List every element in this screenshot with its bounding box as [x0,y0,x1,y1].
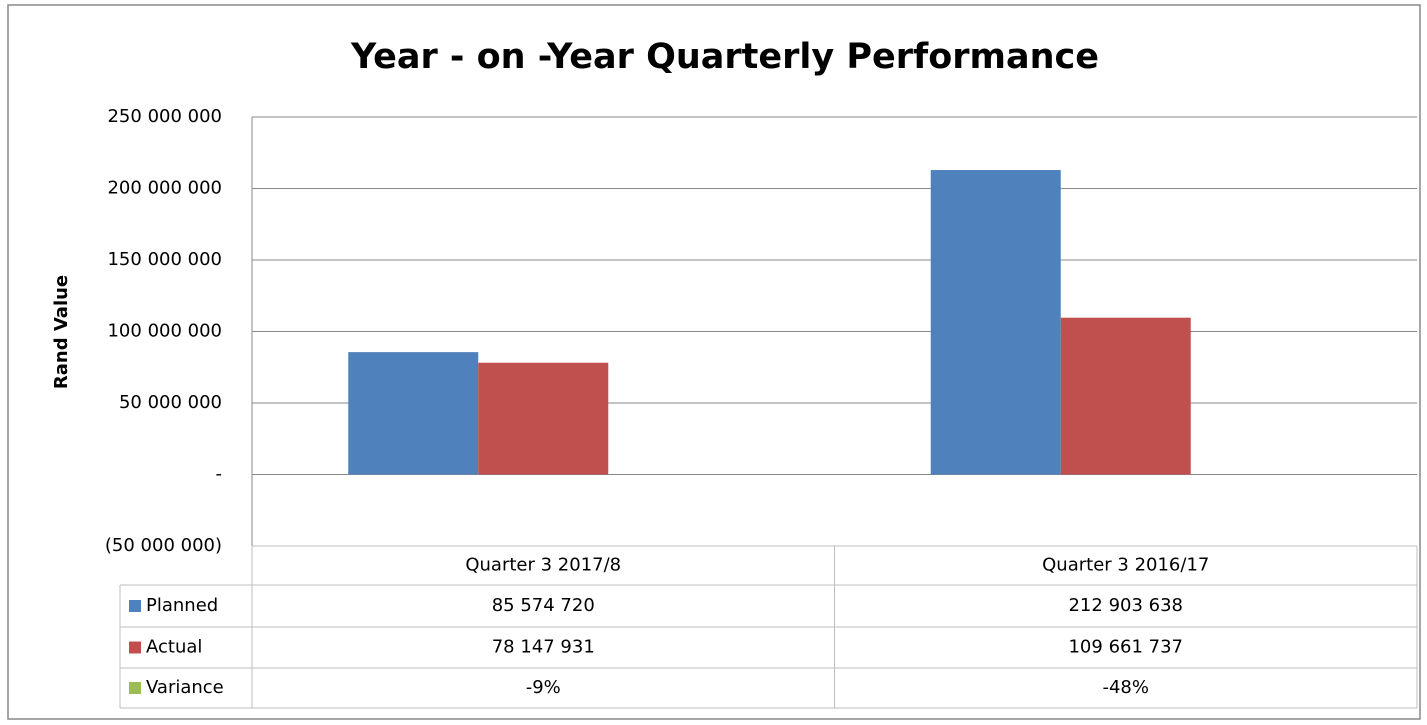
bar [478,362,609,475]
table-value: 85 574 720 [492,595,595,616]
table-value: 78 147 931 [492,637,595,658]
table-value: 109 661 737 [1068,637,1183,658]
bar [1060,317,1191,475]
legend-label: Variance [146,677,224,698]
chart-title: Year - on -Year Quarterly Performance [350,37,1099,77]
y-tick-label: (50 000 000) [105,535,222,556]
legend-swatch [129,641,141,654]
bar [348,352,479,475]
legend-label: Planned [146,595,218,616]
table-value: 212 903 638 [1068,595,1183,616]
y-tick-label: - [216,464,223,485]
y-tick-label: 200 000 000 [107,178,222,199]
y-axis-label: Rand Value [51,275,72,389]
legend-swatch [129,682,141,694]
legend-swatch [129,600,141,612]
y-tick-label: 250 000 000 [107,106,222,127]
bar [930,170,1061,475]
category-label: Quarter 3 2017/8 [465,555,621,576]
y-tick-label: 100 000 000 [107,321,222,342]
category-label: Quarter 3 2016/17 [1042,555,1209,576]
y-tick-label: 50 000 000 [119,392,222,413]
table-value: -9% [526,677,561,698]
table-value: -48% [1102,677,1149,698]
legend-label: Actual [146,637,202,658]
y-tick-label: 150 000 000 [107,249,222,270]
